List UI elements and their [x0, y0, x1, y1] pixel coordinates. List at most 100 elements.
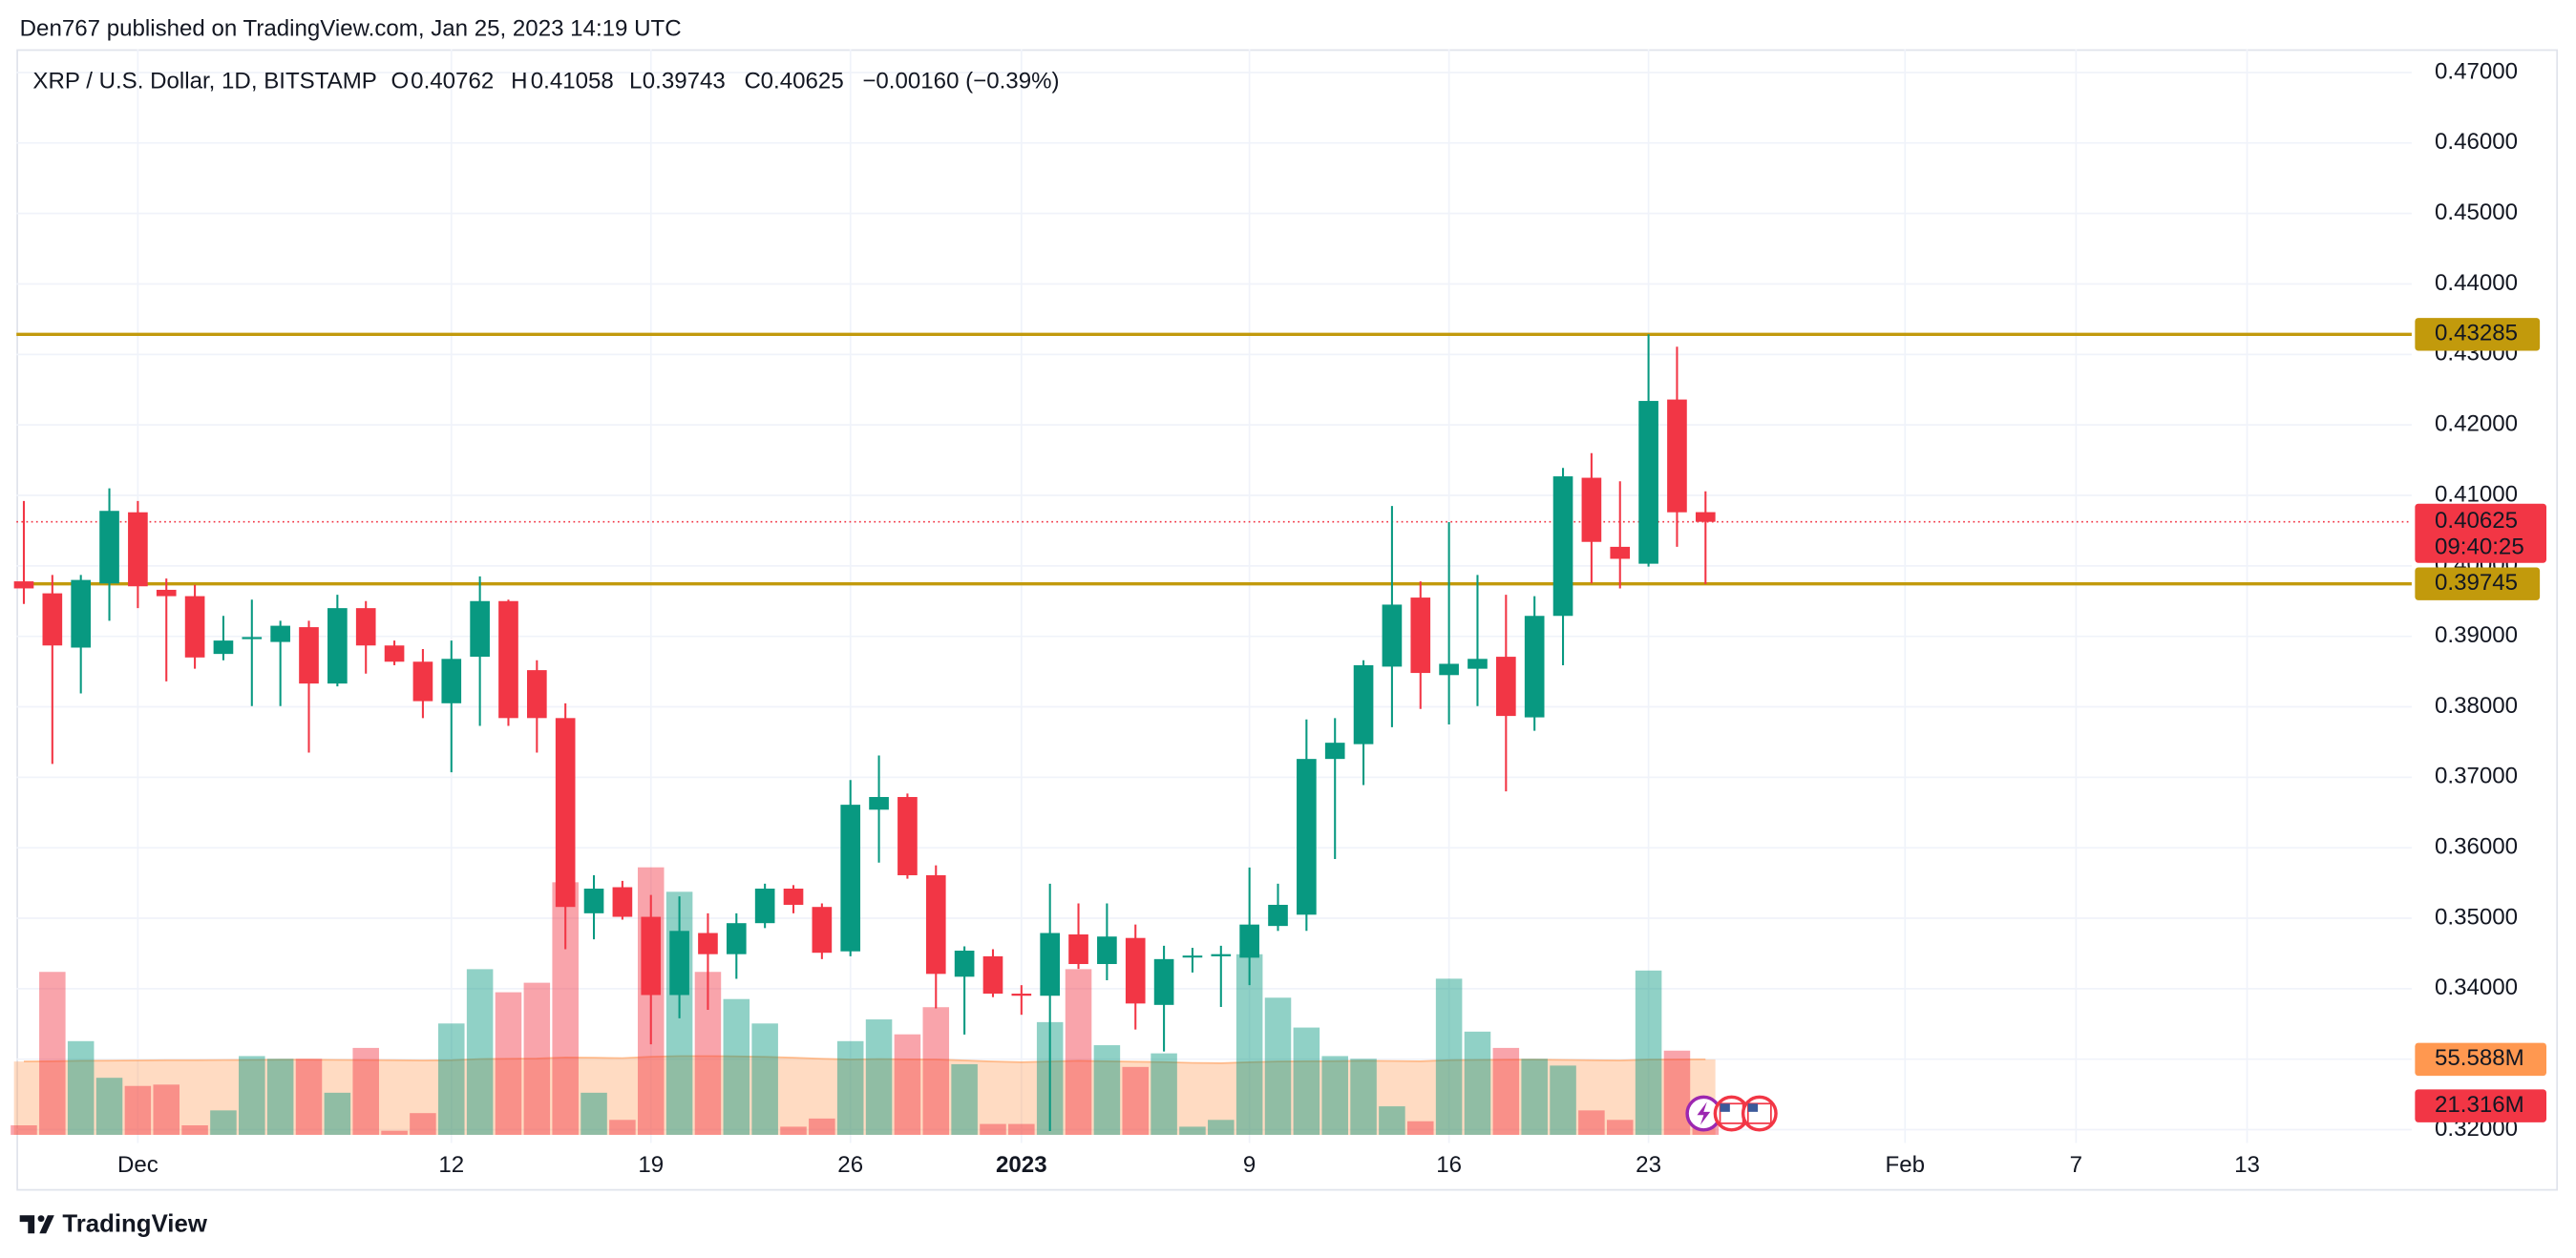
candle-body	[1239, 924, 1259, 958]
candle-body	[527, 670, 547, 719]
level-box	[2415, 567, 2541, 600]
logo	[37, 1215, 45, 1223]
volume-bar	[1435, 978, 1463, 1135]
candle-body	[754, 889, 775, 924]
candle-body	[1353, 664, 1374, 744]
level-label: 0.39745	[2435, 570, 2518, 596]
candle-body	[1040, 933, 1061, 996]
volume-bar	[751, 1023, 778, 1135]
candle-body	[42, 593, 63, 646]
volume-bar	[1663, 1050, 1691, 1135]
volume-bar	[1321, 1056, 1348, 1135]
candle-body	[583, 889, 604, 913]
y-tick-label: 0.37000	[2435, 764, 2518, 789]
lines-layer	[16, 332, 2412, 586]
x-tick-label: 23	[1636, 1152, 1661, 1178]
volume-bar	[466, 969, 494, 1135]
volume-bar	[865, 1019, 893, 1135]
volume-bar	[723, 998, 750, 1135]
volume-bar	[1635, 970, 1662, 1135]
candle-body	[1268, 904, 1288, 927]
event-icon	[1697, 1101, 1711, 1125]
volume-bar	[894, 1034, 921, 1135]
candle-body	[327, 608, 348, 684]
candle-body	[1695, 512, 1716, 522]
volume-bar	[266, 1059, 294, 1135]
candle-body	[1439, 663, 1459, 676]
x-tick-label: Feb	[1886, 1152, 1926, 1178]
level-label: 0.43285	[2435, 321, 2518, 346]
y-tick-label: 0.42000	[2435, 411, 2518, 437]
ohlc-value: 0.39743	[643, 68, 726, 94]
volume-bar	[980, 1123, 1006, 1135]
candle-body	[128, 512, 148, 587]
volume-bar	[1293, 1027, 1320, 1135]
y-tick-label: 0.38000	[2435, 693, 2518, 719]
volume-bar	[1492, 1047, 1520, 1135]
y-tick-label: 0.34000	[2435, 975, 2518, 1000]
volume-bar	[11, 1124, 37, 1135]
volume-bar	[922, 1007, 950, 1135]
candle-body	[1638, 401, 1658, 564]
ohlc-label: O	[391, 68, 410, 94]
candle-body	[982, 955, 1003, 995]
volume-bar	[438, 1023, 465, 1135]
volume-bar	[1379, 1106, 1405, 1135]
volume-bar	[239, 1056, 265, 1135]
price-label: 0.40625	[2435, 508, 2518, 534]
candle-body	[1610, 546, 1631, 559]
candle-body	[213, 640, 234, 655]
candle-body	[184, 596, 205, 658]
candles-layer	[13, 334, 1716, 1132]
candle-body	[869, 797, 889, 810]
volume-ma-label: 55.588M	[2435, 1045, 2524, 1071]
candle-body	[726, 923, 747, 954]
volume-bar	[1521, 1059, 1548, 1135]
volume-ma-box	[2415, 1042, 2546, 1077]
volume-bar	[1578, 1110, 1605, 1135]
candle-body	[13, 581, 34, 589]
volume-ma-fill	[13, 1056, 1716, 1135]
volume-bar	[124, 1085, 152, 1135]
volume-bar	[581, 1092, 607, 1135]
candle-body	[669, 931, 689, 996]
x-tick-label: 19	[638, 1152, 664, 1178]
x-tick-label: 26	[837, 1152, 863, 1178]
candle-body	[156, 589, 177, 597]
volume-bar	[352, 1047, 379, 1135]
labels-layer: 0.320000.330000.340000.350000.360000.370…	[117, 58, 2546, 1178]
y-tick-label: 0.35000	[2435, 904, 2518, 930]
candle-body	[412, 661, 433, 702]
candle-body	[641, 916, 662, 996]
candle-body	[925, 874, 946, 975]
y-tick-label: 0.45000	[2435, 199, 2518, 225]
ohlc-label: L	[629, 68, 642, 94]
candle-body	[470, 600, 490, 658]
candle-body	[1667, 399, 1687, 513]
candle-body	[1297, 759, 1317, 915]
candle-body	[812, 907, 833, 954]
ohlc-value: 0.40762	[411, 68, 494, 94]
y-tick-label: 0.47000	[2435, 58, 2518, 84]
volume-bar	[1151, 1053, 1177, 1135]
countdown: 09:40:25	[2435, 535, 2524, 560]
candle-body	[242, 637, 263, 639]
ohlc-label: H	[511, 68, 527, 94]
volume-bar	[1350, 1059, 1377, 1135]
header: Den767 published on TradingView.com, Jan…	[20, 15, 682, 41]
y-tick-label: 0.46000	[2435, 129, 2518, 155]
footer-logo	[19, 1215, 54, 1234]
volume-bar	[1550, 1065, 1576, 1135]
symbol: XRP / U.S. Dollar, 1D, BITSTAMP	[32, 68, 376, 94]
candle-body	[555, 718, 576, 908]
volume-bar	[39, 972, 66, 1135]
candle-body	[299, 627, 319, 684]
x-tick-label: 9	[1243, 1152, 1256, 1178]
volume-bar	[95, 1078, 123, 1135]
volume-bar	[210, 1110, 237, 1135]
candle-body	[1410, 598, 1431, 674]
price-box	[2415, 503, 2546, 563]
volume-bar	[780, 1126, 807, 1135]
candle-body	[1125, 937, 1146, 1004]
